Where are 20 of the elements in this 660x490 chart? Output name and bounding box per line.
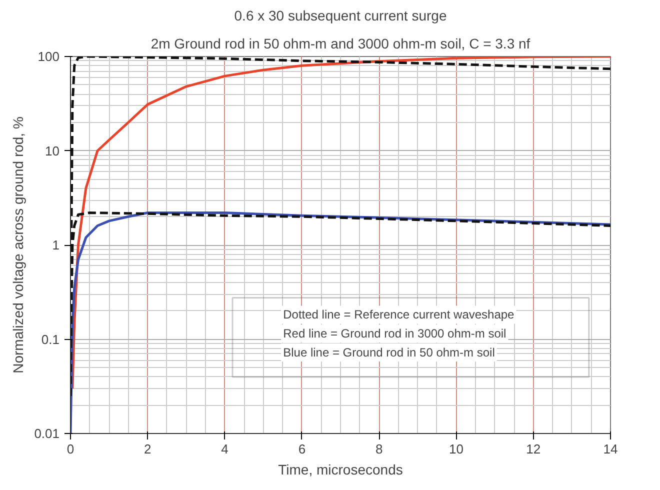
y-tick-label: 1 (52, 238, 60, 252)
x-tick-label: 8 (375, 442, 383, 456)
x-tick-label: 10 (448, 442, 464, 456)
x-tick-label: 6 (298, 442, 306, 456)
chart-title: 0.6 x 30 subsequent current surge (234, 8, 447, 24)
annotation: Blue line = Ground rod in 50 ohm-m soil (283, 345, 495, 360)
y-tick-label: 10 (45, 143, 60, 158)
y-axis-title: Normalized voltage across ground rod, % (10, 116, 26, 374)
y-tick-label: 0.1 (41, 332, 60, 347)
y-tick-label: 0.01 (34, 426, 60, 441)
y-tick-label: 100 (38, 49, 60, 64)
x-axis-title: Time, microseconds (278, 462, 403, 478)
x-tick-label: 14 (603, 442, 618, 456)
annotation: Dotted line = Reference current waveshape (283, 308, 515, 322)
annotation: Red line = Ground rod in 3000 ohm-m soil (283, 326, 506, 341)
chart-subtitle: 2m Ground rod in 50 ohm-m and 3000 ohm-m soil, C = 3.3 nf (150, 36, 530, 52)
x-tick-label: 0 (66, 442, 74, 456)
x-tick-label: 4 (221, 442, 228, 456)
x-tick-label: 2 (144, 442, 152, 456)
x-tick-label: 12 (526, 442, 541, 456)
